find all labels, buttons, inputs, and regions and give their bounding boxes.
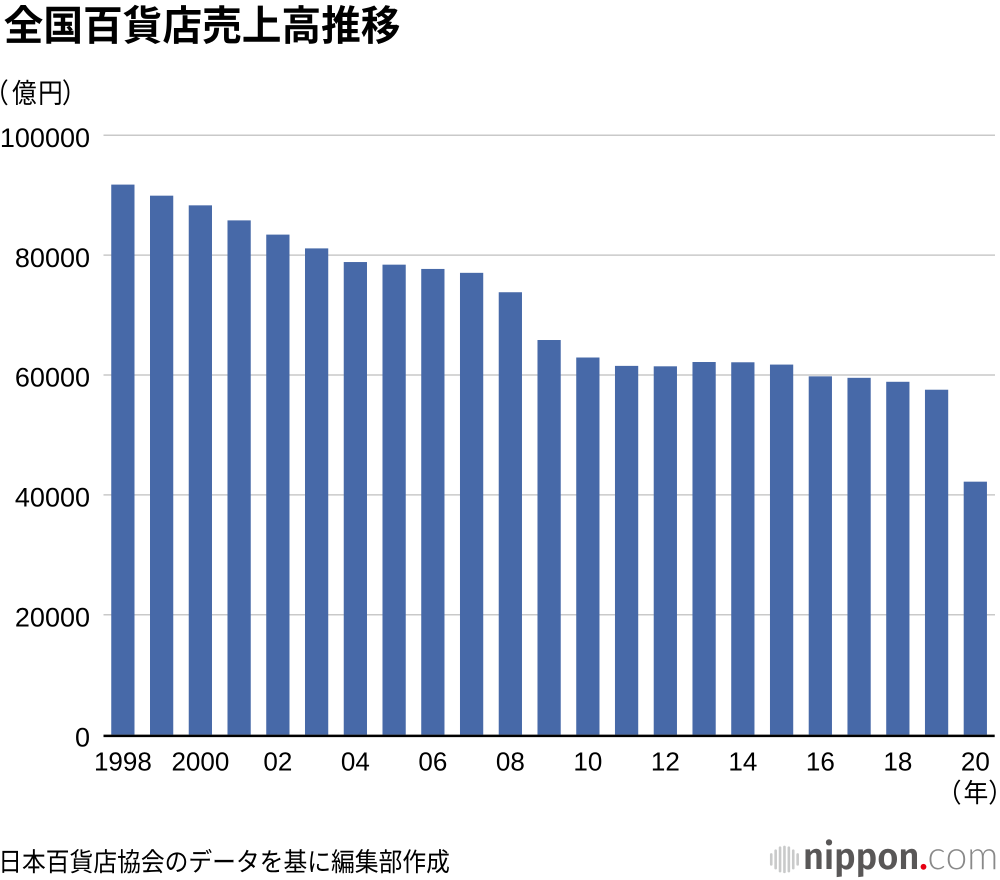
svg-text:1998: 1998 [94,747,152,777]
svg-text:60000: 60000 [15,363,90,393]
svg-text:06: 06 [418,747,447,777]
svg-text:0: 0 [75,722,90,752]
svg-text:18: 18 [883,747,912,777]
svg-text:20: 20 [961,747,990,777]
svg-text:08: 08 [496,747,525,777]
svg-text:14: 14 [728,747,757,777]
svg-text:02: 02 [263,747,292,777]
svg-text:100000: 100000 [0,123,90,153]
svg-text:80000: 80000 [15,243,90,273]
svg-text:12: 12 [651,747,680,777]
svg-text:10: 10 [573,747,602,777]
svg-text:16: 16 [806,747,835,777]
svg-text:20000: 20000 [15,602,90,632]
svg-text:40000: 40000 [15,483,90,513]
svg-text:04: 04 [341,747,370,777]
svg-text:2000: 2000 [171,747,229,777]
